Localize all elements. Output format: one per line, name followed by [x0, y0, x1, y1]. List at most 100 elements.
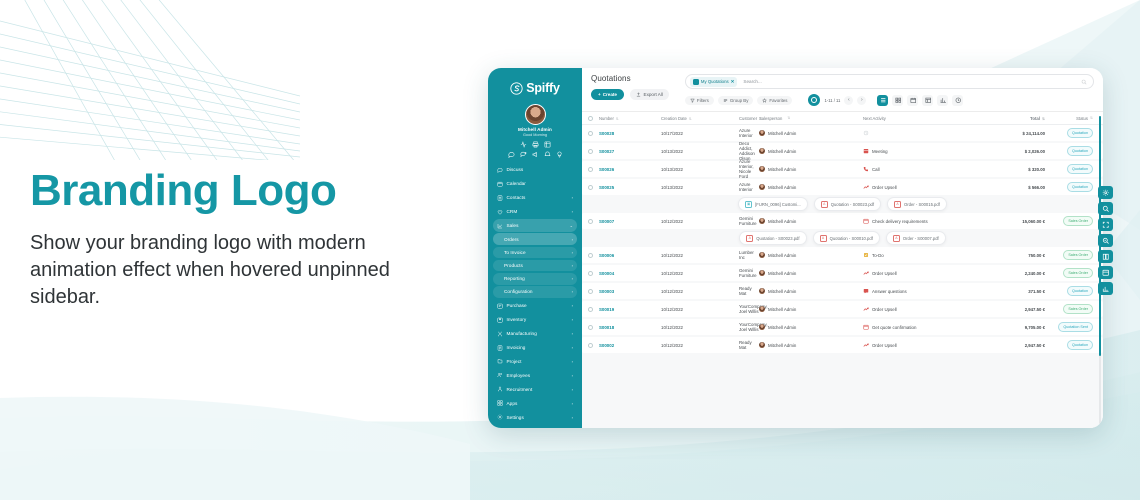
table-row[interactable]: S00006 10/12/2022 Lumber Inc Mitchell Admin…: [582, 247, 1103, 263]
file-chip[interactable]: A Quotation - S00010.pdf: [812, 231, 880, 245]
table-row[interactable]: S00002 10/12/2022 Ready Mat Mitchell Admin O…: [582, 337, 1103, 353]
favorites-button[interactable]: Favorites: [757, 95, 793, 105]
rail-fullscreen-button[interactable]: [1098, 218, 1113, 231]
row-select-cell[interactable]: [588, 130, 599, 136]
activity-view-button[interactable]: [952, 94, 964, 106]
table-row[interactable]: S00025 10/13/2022 Azure Interior Mitchell A…: [582, 179, 1103, 195]
table-row[interactable]: S00027 10/13/2022 Deco Addict, Addison Ols…: [582, 141, 1103, 161]
close-icon[interactable]: ✕: [730, 78, 735, 84]
sidebar-item-configuration[interactable]: Configuration ›: [493, 286, 577, 298]
rail-settings-button[interactable]: [1098, 186, 1113, 199]
rail-search-button[interactable]: [1098, 202, 1113, 215]
cell-number[interactable]: S00007: [599, 219, 661, 224]
list-view-button[interactable]: [877, 94, 889, 106]
cell-number[interactable]: S00025: [599, 185, 661, 190]
rail-chart-button[interactable]: [1098, 282, 1113, 295]
row-select-cell[interactable]: [588, 166, 599, 172]
sidebar-item-to-invoice[interactable]: To Invoice ›: [493, 246, 577, 259]
megaphone-icon[interactable]: [532, 151, 539, 158]
record-link[interactable]: S00003: [599, 288, 615, 294]
search-facet-my-quotations[interactable]: My Quotations ✕: [689, 76, 738, 87]
sidebar-item-sales[interactable]: Sales ⌄: [493, 219, 577, 232]
chat-icon[interactable]: [507, 151, 515, 158]
file-chip[interactable]: A Quotation - S00023.pdf: [739, 231, 807, 245]
cell-number[interactable]: S00002: [599, 343, 661, 348]
graph-view-button[interactable]: [937, 94, 949, 106]
cell-number[interactable]: S00003: [599, 289, 661, 294]
cell-number[interactable]: S00028: [599, 131, 661, 136]
search-input[interactable]: Search...: [743, 79, 762, 84]
cell-number[interactable]: S00004: [599, 271, 661, 276]
record-count-badge[interactable]: [808, 94, 821, 106]
record-link[interactable]: S00002: [599, 342, 615, 348]
sidebar-item-orders[interactable]: Orders ›: [493, 233, 577, 246]
record-link[interactable]: S00027: [599, 148, 615, 154]
file-chip[interactable]: A Order - S00007.pdf: [885, 231, 946, 245]
export-all-button[interactable]: Export All: [630, 89, 669, 100]
messages-icon[interactable]: [519, 151, 527, 158]
sidebar-item-contacts[interactable]: Contacts ›: [493, 191, 577, 203]
search-icon[interactable]: [1081, 79, 1087, 85]
filters-button[interactable]: Filters: [684, 95, 714, 105]
column-header-creation-date[interactable]: Creation Date ⇅: [661, 116, 739, 121]
drag-file-chips[interactable]: A Quotation - S00023.pdf A Quotation - S000…: [582, 231, 1103, 245]
column-header-customer[interactable]: Customer ⇅: [739, 116, 762, 121]
column-header-salesperson[interactable]: Salesperson ⇅: [759, 116, 863, 121]
sidebar-item-crm[interactable]: CRM ›: [493, 205, 577, 217]
pivot-view-button[interactable]: [922, 94, 934, 106]
column-header-total[interactable]: Total ⇅: [983, 116, 1045, 121]
cell-number[interactable]: S00027: [599, 149, 661, 154]
sidebar-item-recruitment[interactable]: Recruitment ›: [493, 383, 577, 395]
table-row[interactable]: S00004 10/12/2022 Gemini Furniture Mitchell…: [582, 265, 1103, 281]
sidebar-profile[interactable]: Mitchell Admin Good Morning: [488, 104, 582, 137]
row-select-cell[interactable]: [588, 252, 599, 258]
row-select-cell[interactable]: [588, 306, 599, 312]
grid-apps-icon[interactable]: [544, 141, 551, 148]
record-link[interactable]: S00007: [599, 218, 615, 224]
cell-number[interactable]: S00026: [599, 167, 661, 172]
sidebar-item-inventory[interactable]: Inventory ›: [493, 313, 577, 325]
search-bar[interactable]: My Quotations ✕ Search...: [684, 74, 1094, 89]
sidebar-item-products[interactable]: Products ›: [493, 259, 577, 272]
record-link[interactable]: S00025: [599, 184, 615, 190]
table-row[interactable]: S00026 10/13/2022 Azure Interior, Nicole F…: [582, 159, 1103, 179]
cell-number[interactable]: S00019: [599, 307, 661, 312]
bulb-icon[interactable]: [556, 151, 563, 158]
sidebar-item-project[interactable]: Project ›: [493, 355, 577, 367]
row-select-cell[interactable]: [588, 324, 599, 330]
record-link[interactable]: S00018: [599, 324, 615, 330]
sidebar-item-calendar[interactable]: Calendar: [493, 177, 577, 189]
table-row[interactable]: S00018 10/12/2022 YourCompany, Joel Willis…: [582, 319, 1103, 335]
file-chip[interactable]: ▣ [FURN_0096] Customi...: [738, 197, 808, 211]
sidebar-item-settings[interactable]: Settings ›: [493, 411, 577, 423]
cell-number[interactable]: S00018: [599, 325, 661, 330]
pagination-prev-button[interactable]: ‹: [844, 95, 854, 105]
sidebar-item-purchase[interactable]: Purchase ›: [493, 299, 577, 311]
rail-book-button[interactable]: [1098, 250, 1113, 263]
kanban-view-button[interactable]: [892, 94, 904, 106]
select-all-cell[interactable]: [588, 115, 599, 121]
brand-logo[interactable]: Spiffy: [488, 76, 582, 100]
column-header-number[interactable]: Number ⇅: [599, 116, 661, 121]
rail-layout-button[interactable]: [1098, 266, 1113, 279]
record-link[interactable]: S00004: [599, 270, 615, 276]
rail-zoom-button[interactable]: [1098, 234, 1113, 247]
record-link[interactable]: S00019: [599, 306, 615, 312]
cell-number[interactable]: S00006: [599, 253, 661, 258]
group-by-button[interactable]: Group By: [717, 95, 754, 105]
column-header-next-activity[interactable]: Next Activity: [863, 116, 983, 121]
row-select-cell[interactable]: [588, 184, 599, 190]
sidebar-item-invoicing[interactable]: Invoicing ›: [493, 341, 577, 353]
file-chip[interactable]: A Quotation - S00023.pdf: [813, 197, 882, 211]
record-link[interactable]: S00006: [599, 252, 615, 258]
activity-icon[interactable]: [520, 140, 527, 148]
row-select-cell[interactable]: [588, 288, 599, 294]
row-select-cell[interactable]: [588, 270, 599, 276]
sidebar-item-employees[interactable]: Employees ›: [493, 369, 577, 381]
record-link[interactable]: S00026: [599, 166, 615, 172]
sidebar-item-reporting[interactable]: Reporting ›: [493, 272, 577, 285]
bell-icon[interactable]: [543, 151, 551, 158]
drag-file-chips[interactable]: ▣ [FURN_0096] Customi... A Quotation - S000…: [582, 197, 1103, 211]
table-row[interactable]: S00019 10/12/2022 YourCompany, Joel Willis…: [582, 301, 1103, 317]
sidebar-item-manufacturing[interactable]: Manufacturing ›: [493, 327, 577, 339]
